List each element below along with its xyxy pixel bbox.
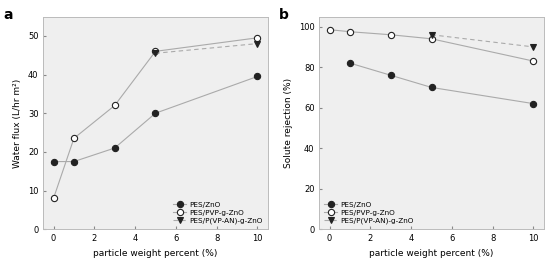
Legend: PES/ZnO, PES/PVP-g-ZnO, PES/P(VP-AN)-g-ZnO: PES/ZnO, PES/PVP-g-ZnO, PES/P(VP-AN)-g-Z…: [323, 201, 415, 226]
PES/PVP-g-ZnO: [530, 60, 537, 63]
PES/ZnO: [152, 112, 159, 115]
PES/ZnO: [50, 160, 57, 163]
PES/ZnO: [347, 61, 353, 65]
Text: b: b: [279, 8, 289, 22]
PES/PVP-g-ZnO: [152, 50, 159, 53]
PES/PVP-g-ZnO: [112, 104, 118, 107]
PES/ZnO: [530, 102, 537, 105]
PES/ZnO: [254, 75, 261, 78]
Line: PES/ZnO: PES/ZnO: [347, 60, 537, 107]
PES/ZnO: [71, 160, 77, 163]
Line: PES/P(VP-AN)-g-ZnO: PES/P(VP-AN)-g-ZnO: [152, 40, 261, 57]
PES/ZnO: [112, 146, 118, 149]
X-axis label: particle weight percent (%): particle weight percent (%): [369, 249, 493, 258]
Legend: PES/ZnO, PES/PVP-g-ZnO, PES/P(VP-AN)-g-ZnO: PES/ZnO, PES/PVP-g-ZnO, PES/P(VP-AN)-g-Z…: [172, 201, 264, 226]
Y-axis label: Water flux (L/hr m²): Water flux (L/hr m²): [13, 78, 22, 168]
PES/PVP-g-ZnO: [347, 30, 353, 33]
PES/PVP-g-ZnO: [428, 37, 435, 40]
PES/PVP-g-ZnO: [388, 33, 394, 36]
PES/PVP-g-ZnO: [326, 28, 333, 31]
X-axis label: particle weight percent (%): particle weight percent (%): [93, 249, 217, 258]
PES/P(VP-AN)-g-ZnO: [428, 33, 435, 36]
PES/P(VP-AN)-g-ZnO: [152, 52, 159, 55]
PES/ZnO: [428, 86, 435, 89]
PES/PVP-g-ZnO: [71, 137, 77, 140]
PES/P(VP-AN)-g-ZnO: [254, 42, 261, 45]
PES/PVP-g-ZnO: [254, 36, 261, 39]
Line: PES/P(VP-AN)-g-ZnO: PES/P(VP-AN)-g-ZnO: [428, 31, 537, 50]
PES/PVP-g-ZnO: [50, 197, 57, 200]
Line: PES/PVP-g-ZnO: PES/PVP-g-ZnO: [50, 35, 261, 201]
Y-axis label: Solute rejection (%): Solute rejection (%): [284, 78, 293, 168]
Line: PES/ZnO: PES/ZnO: [50, 73, 261, 165]
PES/P(VP-AN)-g-ZnO: [530, 45, 537, 48]
Line: PES/PVP-g-ZnO: PES/PVP-g-ZnO: [326, 27, 537, 64]
PES/ZnO: [388, 74, 394, 77]
Text: a: a: [3, 8, 13, 22]
